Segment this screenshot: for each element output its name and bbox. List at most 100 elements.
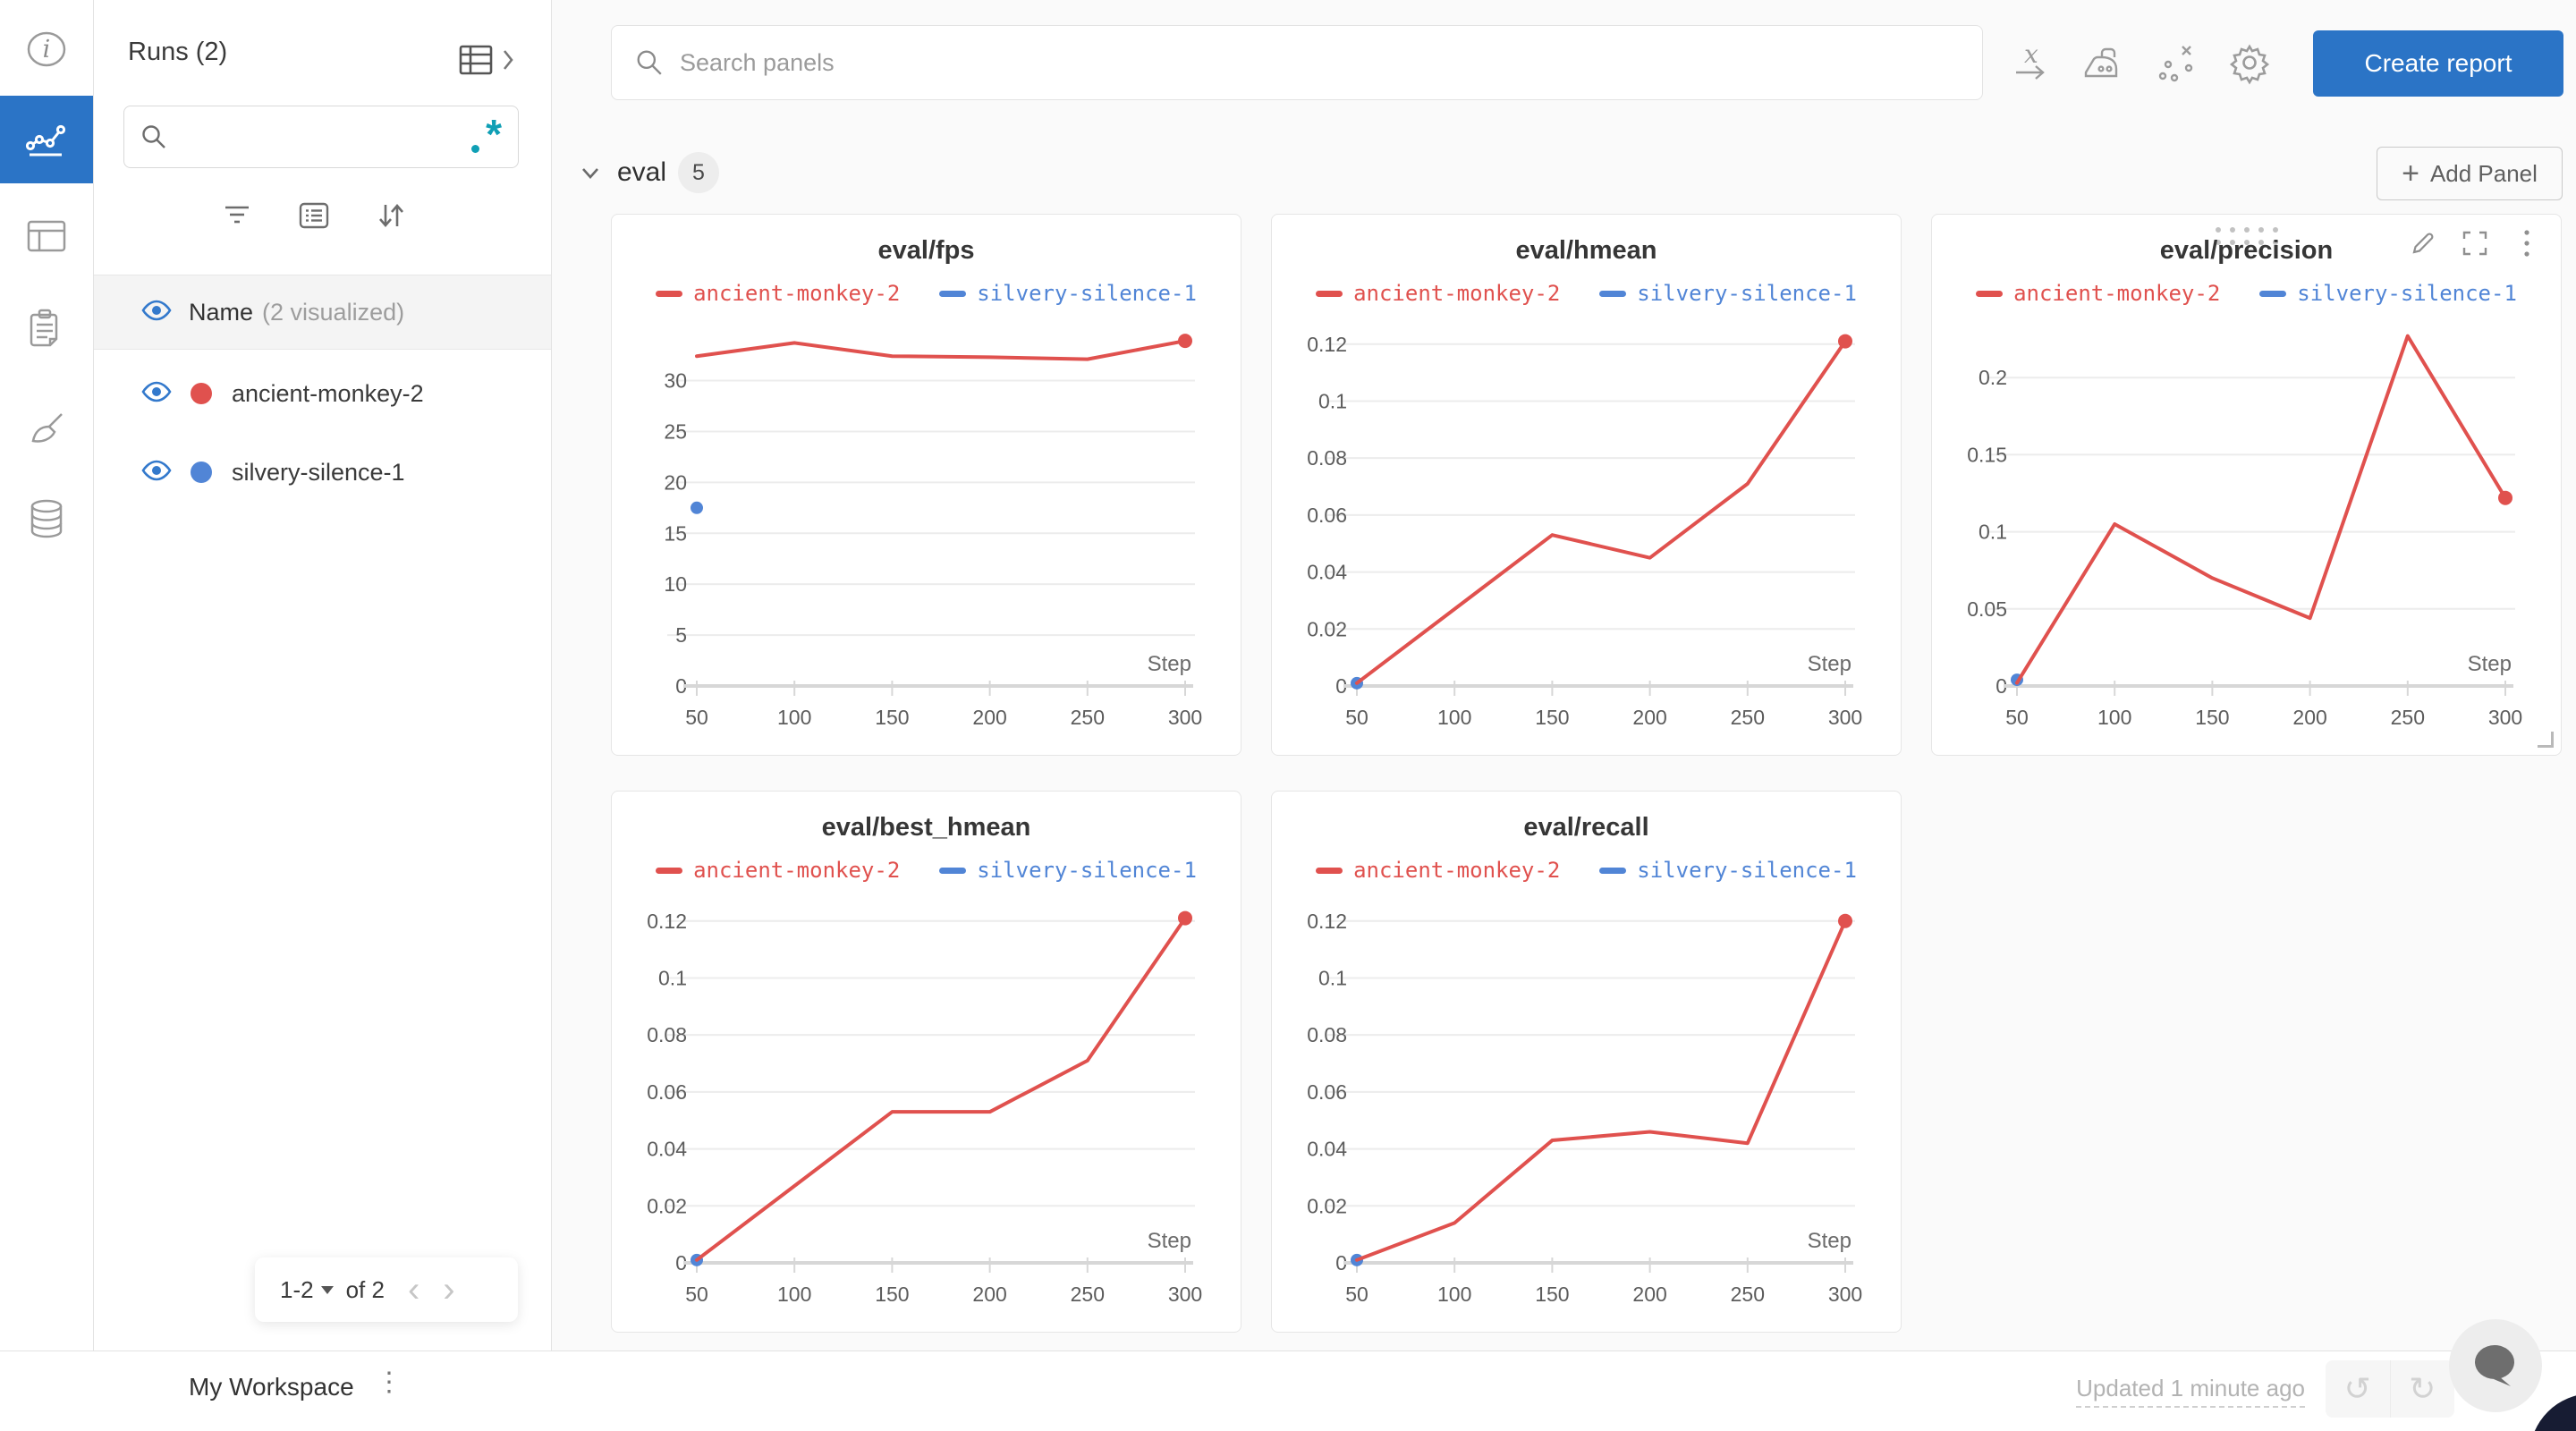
filter-icon[interactable] [212, 191, 262, 240]
eye-icon[interactable] [140, 460, 173, 486]
section-title[interactable]: eval [617, 157, 667, 187]
edit-panel-button[interactable] [2405, 225, 2441, 261]
svg-text:0.08: 0.08 [1307, 446, 1347, 470]
runs-filter-toolbar [94, 191, 551, 240]
svg-text:30: 30 [664, 369, 687, 393]
rail-item-artifacts[interactable] [0, 476, 93, 563]
svg-text:250: 250 [1071, 1283, 1105, 1306]
svg-text:0.02: 0.02 [1307, 617, 1347, 640]
svg-text:0.02: 0.02 [1307, 1194, 1347, 1217]
svg-text:0.12: 0.12 [1307, 333, 1347, 356]
rail-item-charts[interactable] [0, 96, 93, 183]
settings-button[interactable] [2226, 39, 2273, 86]
legend-item: silvery-silence-1 [1599, 281, 1857, 306]
run-row-silvery-silence-1[interactable]: silvery-silence-1 [94, 436, 551, 508]
undo-button[interactable]: ↺ [2326, 1360, 2391, 1418]
legend-item: ancient-monkey-2 [1976, 281, 2220, 306]
rail-item-logs[interactable] [0, 285, 93, 373]
runs-panel-title: Runs (2) [128, 38, 228, 66]
add-panel-button[interactable]: + Add Panel [2377, 147, 2563, 200]
sort-icon[interactable] [366, 191, 416, 240]
svg-text:250: 250 [1731, 1283, 1765, 1306]
svg-text:300: 300 [1828, 1283, 1862, 1306]
table-icon [25, 216, 68, 256]
svg-text:0.12: 0.12 [647, 910, 687, 933]
undo-redo-group: ↺ ↻ [2326, 1360, 2454, 1418]
svg-text:Step: Step [1808, 652, 1852, 676]
panel-action-buttons [2405, 225, 2545, 261]
panel-drag-handle[interactable] [2215, 227, 2278, 245]
group-list-icon[interactable] [289, 191, 339, 240]
svg-text:0.1: 0.1 [1318, 389, 1347, 412]
svg-text:0: 0 [1996, 674, 2007, 698]
outliers-button[interactable] [2154, 39, 2200, 86]
svg-text:0.04: 0.04 [647, 1138, 687, 1161]
svg-text:0: 0 [1335, 674, 1347, 698]
eye-icon[interactable] [140, 381, 173, 407]
chevron-right-icon [503, 50, 513, 70]
svg-text:200: 200 [972, 706, 1006, 729]
svg-text:i: i [43, 36, 51, 64]
run-color-dot [191, 461, 212, 483]
chart-legend: ancient-monkey-2 silvery-silence-1 [612, 281, 1241, 306]
svg-text:0.2: 0.2 [1979, 366, 2007, 389]
panel-search-input[interactable] [678, 47, 1982, 78]
pencil-icon [2412, 233, 2434, 254]
svg-text:Step: Step [1808, 1229, 1852, 1253]
runs-name-header-row[interactable]: Name (2 visualized) [94, 275, 551, 350]
smoothing-button[interactable] [2080, 39, 2127, 86]
legend-label: ancient-monkey-2 [693, 858, 901, 883]
pagination-next-button[interactable]: › [443, 1270, 455, 1309]
legend-swatch [2259, 290, 2287, 297]
workspace-name[interactable]: My Workspace [189, 1373, 354, 1401]
run-row-ancient-monkey-2[interactable]: ancient-monkey-2 [94, 358, 551, 429]
legend-label: ancient-monkey-2 [693, 281, 901, 306]
legend-swatch [1599, 290, 1627, 297]
panel-resize-handle[interactable] [2538, 732, 2554, 748]
svg-text:150: 150 [875, 706, 909, 729]
runs-search-input[interactable] [180, 122, 466, 152]
svg-text:300: 300 [1168, 706, 1202, 729]
svg-text:0.06: 0.06 [1307, 504, 1347, 527]
create-report-button[interactable]: Create report [2313, 30, 2563, 97]
svg-text:0.05: 0.05 [1967, 597, 2007, 621]
x-axis-settings-button[interactable]: x [2009, 39, 2055, 86]
svg-text:250: 250 [2391, 706, 2425, 729]
runs-search-box: * [123, 106, 519, 168]
rail-item-overview[interactable]: i [0, 5, 93, 93]
svg-text:Step: Step [1148, 1229, 1191, 1253]
legend-label: ancient-monkey-2 [1353, 281, 1561, 306]
rail-item-tables[interactable] [0, 192, 93, 280]
rail-item-sweeps[interactable] [0, 385, 93, 472]
chart-title: eval/recall [1523, 813, 1649, 842]
svg-text:100: 100 [2097, 706, 2131, 729]
chart-panel-eval-fps: eval/fps ancient-monkey-2 silvery-silenc… [611, 214, 1241, 756]
svg-text:0: 0 [675, 674, 687, 698]
workspace-menu-button[interactable]: ⋮ [376, 1367, 402, 1397]
database-icon [26, 497, 67, 542]
legend-swatch [939, 867, 967, 874]
runs-table-toggle-button[interactable] [458, 43, 515, 77]
svg-text:0.04: 0.04 [1307, 1138, 1347, 1161]
pagination-prev-button[interactable]: ‹ [407, 1270, 420, 1309]
pagination-caret-icon[interactable] [320, 1285, 334, 1294]
svg-text:25: 25 [664, 419, 687, 443]
eye-icon[interactable] [140, 300, 173, 326]
chat-support-button[interactable] [2449, 1319, 2542, 1412]
svg-text:150: 150 [875, 1283, 909, 1306]
regex-toggle-icon[interactable]: * [466, 111, 505, 157]
svg-text:250: 250 [1731, 706, 1765, 729]
panel-menu-button[interactable] [2509, 225, 2545, 261]
fullscreen-panel-button[interactable] [2457, 225, 2493, 261]
svg-text:50: 50 [1345, 706, 1368, 729]
legend-item: silvery-silence-1 [2259, 281, 2517, 306]
svg-text:250: 250 [1071, 706, 1105, 729]
section-collapse-chevron-icon[interactable] [577, 159, 604, 191]
redo-button[interactable]: ↻ [2409, 1370, 2436, 1407]
legend-item: silvery-silence-1 [939, 858, 1197, 883]
legend-item: ancient-monkey-2 [656, 281, 900, 306]
section-panel-count-badge: 5 [678, 152, 719, 193]
svg-text:200: 200 [972, 1283, 1006, 1306]
chat-bubble-icon [2475, 1345, 2514, 1386]
legend-item: ancient-monkey-2 [1316, 281, 1560, 306]
